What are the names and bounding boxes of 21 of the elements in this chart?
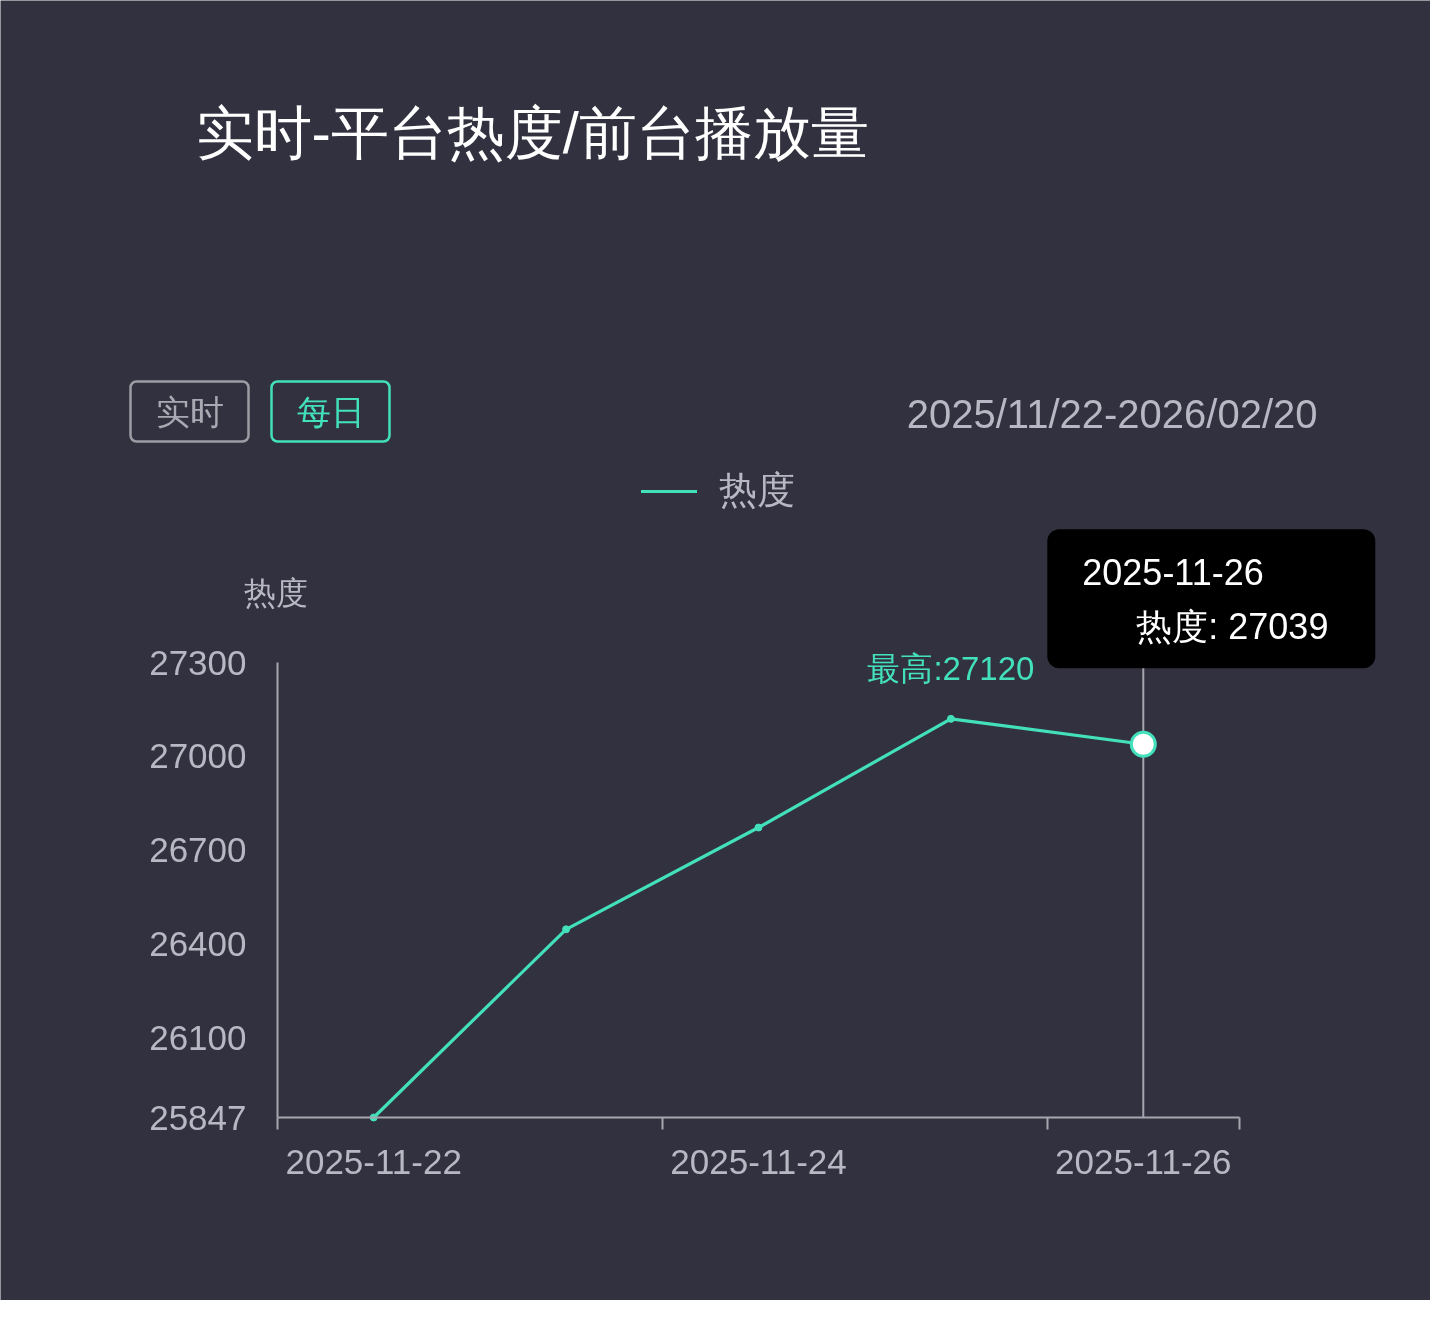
- text: 每日: [296, 392, 365, 431]
- x-tick-label: 2025-11-22: [285, 1141, 462, 1181]
- y-tick-label: 27300: [149, 642, 247, 682]
- x-tick-label: 2025-11-26: [1055, 1141, 1232, 1181]
- x-tick-label: 2025-11-24: [670, 1141, 847, 1181]
- y-tick-label: 25847: [149, 1097, 247, 1137]
- text: 2025-11-26: [1082, 552, 1264, 594]
- text: 热度: 27039: [1136, 605, 1329, 647]
- point: [946, 714, 955, 723]
- y-tick-label: 27000: [149, 736, 247, 776]
- y-tick-label: 26700: [149, 830, 247, 870]
- y-axis-title: 热度: [243, 574, 308, 611]
- point: [754, 823, 763, 832]
- annotation: 最高:27120: [867, 650, 1035, 688]
- legend-label: 热度: [719, 468, 795, 513]
- y-tick-label: 26400: [149, 924, 247, 964]
- chart-title: 实时-平台热度/前台播放量: [195, 100, 869, 165]
- text: 2025/11/22-2026/02/20: [906, 391, 1318, 436]
- text: 实时: [155, 392, 224, 431]
- point: [562, 925, 571, 934]
- y-tick-label: 26100: [149, 1018, 247, 1058]
